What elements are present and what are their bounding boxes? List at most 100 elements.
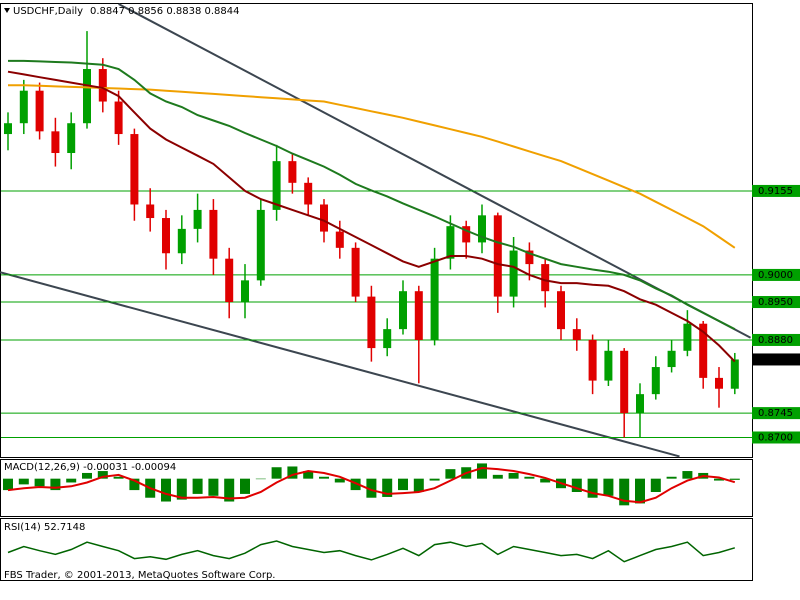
macd-bar: [650, 478, 661, 492]
macd-bar: [129, 478, 140, 491]
macd-bar: [97, 471, 108, 479]
candle-body: [4, 123, 12, 135]
candle-body: [272, 161, 281, 210]
macd-bar: [682, 471, 693, 479]
candle-body: [525, 250, 534, 265]
candle-body: [446, 226, 455, 259]
macd-bar: [619, 478, 630, 506]
level-label: 0.9155: [758, 186, 793, 197]
macd-title: MACD(12,26,9) -0.00031 -0.00094: [4, 462, 176, 473]
level-label: 0.8950: [758, 297, 793, 308]
trendline: [0, 271, 680, 458]
candle-body: [51, 131, 60, 154]
candle-body: [193, 209, 202, 229]
level-label: 0.9000: [758, 270, 793, 281]
level-label-box: [752, 407, 800, 420]
candle-body: [636, 394, 644, 414]
candle-body: [288, 161, 297, 183]
macd-bar: [319, 476, 329, 479]
macd-bar: [429, 478, 440, 481]
macd-bar: [477, 463, 487, 479]
macd-bar: [334, 478, 345, 483]
candle-body: [177, 228, 186, 254]
candle-body: [699, 323, 708, 378]
candle-body: [478, 215, 486, 243]
rsi-panel: [0, 518, 753, 581]
macd-signal: [7, 466, 736, 504]
candle-body: [130, 134, 139, 205]
candle-body: [493, 215, 502, 297]
level-label: 0.8745: [758, 408, 793, 419]
candle-body: [730, 359, 739, 389]
candle-body: [683, 323, 692, 351]
last-price-label: 0.8844: [758, 354, 793, 365]
macd-bar: [161, 478, 171, 502]
macd-bar: [113, 476, 124, 479]
macd-bar: [366, 478, 377, 498]
macd-bar: [729, 478, 740, 480]
macd-bar: [508, 472, 519, 479]
moving-average: [8, 59, 736, 330]
candle-body: [620, 350, 629, 414]
macd-bar: [571, 478, 582, 492]
macd-bar: [82, 472, 92, 479]
macd-bar: [445, 469, 456, 479]
candle-body: [241, 280, 249, 303]
footer: FBS Trader, © 2001-2013, MetaQuotes Soft…: [4, 570, 275, 581]
macd-bar: [666, 476, 677, 479]
rsi-title: RSI(14) 52.7148: [4, 522, 85, 533]
candle-body: [383, 329, 392, 349]
candle-body: [335, 231, 344, 248]
candle-body: [557, 291, 565, 330]
level-label-box: [752, 333, 800, 346]
macd-bar: [50, 478, 61, 491]
symbol-icon: [4, 8, 10, 13]
labels-layer: 0.9155 0.9000 0.8950 0.8880 0.8745 0.8700 0.88…: [752, 184, 800, 444]
macd-bar: [540, 478, 551, 483]
candle-body: [304, 182, 313, 205]
main-panel: [0, 3, 753, 458]
macd-bar: [66, 478, 77, 483]
macd-bar: [208, 478, 219, 496]
macd-bar: [524, 476, 535, 479]
moving-average: [8, 84, 736, 249]
chart-title: USDCHF,Daily: [13, 6, 83, 17]
macd-bar: [255, 478, 266, 480]
candle-body: [67, 123, 76, 154]
macd-bar: [287, 466, 298, 479]
candle-body: [98, 69, 107, 102]
macd-bar: [350, 478, 361, 491]
macd-bar: [3, 478, 13, 491]
candle-body: [225, 258, 234, 303]
candle-body: [351, 247, 360, 297]
macd-bar: [413, 478, 424, 492]
candle-body: [367, 296, 376, 349]
macd-bar: [398, 478, 408, 491]
macd-bar: [18, 478, 29, 485]
candle-body: [256, 209, 265, 281]
macd-bar: [303, 471, 314, 479]
macd-bar: [382, 478, 393, 497]
rsi-line: [7, 540, 736, 563]
candle-body: [146, 204, 155, 219]
macd-bar: [603, 478, 614, 496]
level-label: 0.8880: [758, 335, 793, 346]
candle-body: [320, 204, 328, 232]
macd-bar: [587, 478, 598, 498]
macd-bar: [192, 478, 203, 494]
macd-bar: [224, 478, 235, 502]
macd-bar: [492, 474, 503, 479]
candle-body: [651, 367, 660, 395]
candle-body: [162, 218, 170, 254]
macd-bar: [34, 478, 45, 487]
level-label-box: [752, 431, 800, 444]
candle-body: [414, 291, 423, 340]
last-price-box: [752, 353, 800, 366]
macd-bar: [176, 478, 187, 500]
moving-average: [7, 70, 736, 363]
candle-body: [509, 250, 518, 297]
candle-body: [114, 101, 123, 135]
candle-body: [462, 226, 471, 243]
candle-body: [604, 350, 613, 381]
